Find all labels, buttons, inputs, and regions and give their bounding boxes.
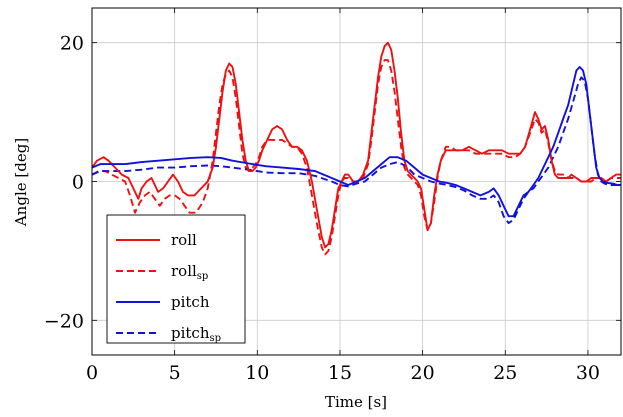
legend-label-roll-sp: rollsp	[171, 262, 208, 282]
x-tick-label: 30	[576, 362, 600, 384]
y-tick-label: 0	[72, 172, 84, 194]
legend-label-pitch: pitch	[171, 293, 210, 311]
series-line-pitch-sp	[91, 76, 621, 225]
legend-box	[106, 214, 246, 344]
x-tick-label: 0	[86, 362, 98, 384]
y-tick-label: 20	[60, 33, 84, 55]
x-tick-label: 20	[411, 362, 435, 384]
x-tick-label: 15	[328, 362, 352, 384]
y-tick-label: −20	[44, 310, 84, 332]
legend-label-roll: roll	[171, 231, 197, 249]
series-layer	[91, 41, 621, 256]
x-tick-label: 5	[169, 362, 181, 384]
x-tick-label: 10	[245, 362, 269, 384]
y-axis-label: Angle [deg]	[12, 138, 30, 227]
x-axis-label: Time [s]	[325, 393, 387, 411]
legend-label-pitch-sp: pitchsp	[171, 324, 221, 344]
legend: roll rollsp pitch pitchsp	[106, 214, 246, 344]
series-line-roll	[91, 41, 621, 249]
x-tick-label: 25	[493, 362, 517, 384]
ticks	[91, 8, 621, 355]
series-line-pitch	[91, 66, 621, 218]
tick-labels: 0 5 10 15 20 25 30 −20 0 20	[44, 33, 600, 384]
